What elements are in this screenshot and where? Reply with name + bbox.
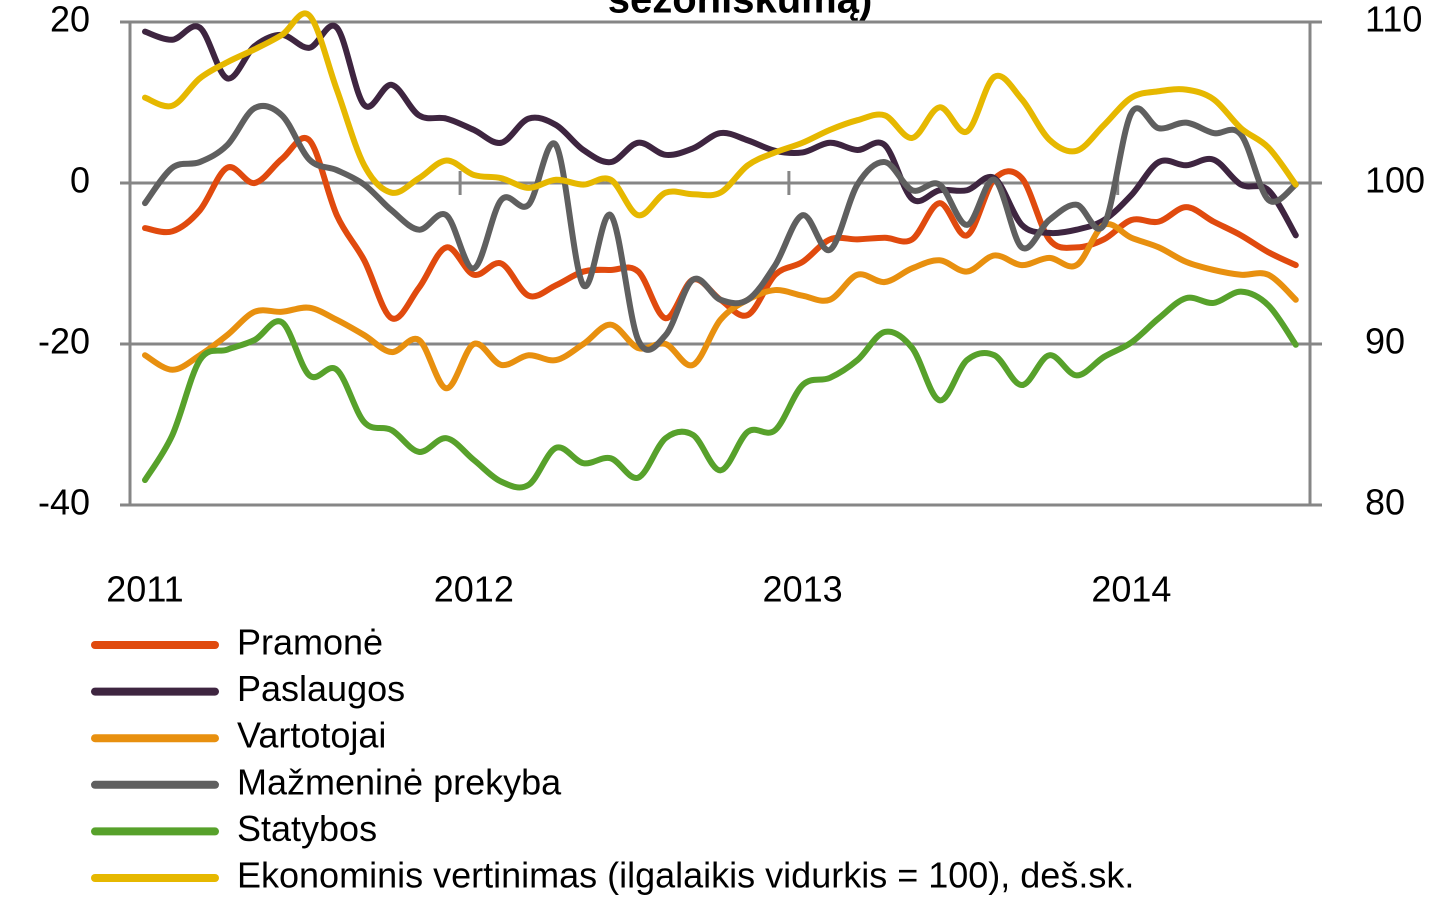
legend-label: Ekonominis vertinimas (ilgalaikis vidurk…	[237, 855, 1134, 896]
x-tick-label: 2013	[763, 569, 843, 610]
chart-title: sezoniškumą)	[608, 0, 873, 22]
legend-label: Paslaugos	[237, 668, 405, 709]
series-line	[142, 220, 1299, 392]
y2-tick-label: 110	[1365, 0, 1422, 40]
series-line	[142, 10, 1299, 219]
x-tick-label: 2014	[1091, 569, 1171, 610]
y2-tick-label: 90	[1365, 321, 1405, 362]
legend-label: Statybos	[237, 808, 377, 849]
legend-label: Pramonė	[237, 622, 383, 663]
legend-label: Mažmeninė prekyba	[237, 761, 562, 802]
x-tick-label: 2012	[434, 569, 514, 610]
y2-tick-label: 100	[1365, 160, 1425, 201]
series-line	[142, 288, 1299, 491]
y-tick-label: -20	[38, 321, 90, 362]
legend-label: Vartotojai	[237, 715, 386, 756]
x-tick-label: 2011	[106, 569, 183, 610]
y-tick-label: 0	[70, 160, 90, 201]
series-line	[142, 102, 1299, 353]
y-tick-label: -40	[38, 482, 90, 523]
y-tick-label: 20	[50, 0, 90, 40]
y2-tick-label: 80	[1365, 482, 1405, 523]
